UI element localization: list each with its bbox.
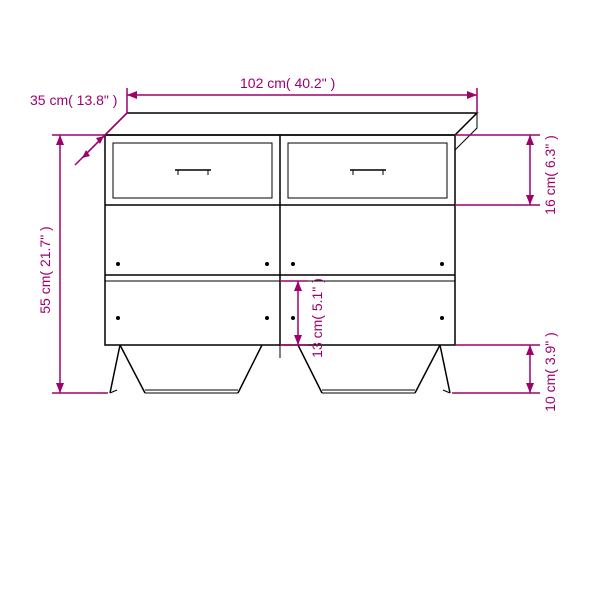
legs (110, 345, 450, 393)
dim-shelf: 13 cm( 5.1" ) (280, 278, 325, 358)
dim-width: 102 cm( 40.2" ) (127, 75, 477, 113)
dim-shelf-label: 13 cm( 5.1" ) (309, 278, 325, 358)
dimension-diagram: 35 cm( 13.8" ) 102 cm( 40.2" ) 55 cm( 21… (0, 0, 600, 600)
dim-depth: 35 cm( 13.8" ) (30, 92, 127, 165)
furniture-cabinet (105, 113, 477, 393)
dim-drawer-label: 16 cm( 6.3" ) (542, 135, 558, 215)
dim-width-label: 102 cm( 40.2" ) (240, 75, 335, 91)
drawer-handle-right (350, 170, 386, 175)
dim-height: 55 cm( 21.7" ) (37, 135, 108, 393)
dim-leg: 10 cm( 3.9" ) (452, 332, 558, 412)
drawer-handle-left (175, 170, 211, 175)
dim-depth-label: 35 cm( 13.8" ) (30, 92, 117, 108)
dim-drawer: 16 cm( 6.3" ) (455, 135, 558, 215)
dim-leg-label: 10 cm( 3.9" ) (542, 332, 558, 412)
dim-height-label: 55 cm( 21.7" ) (37, 226, 53, 313)
